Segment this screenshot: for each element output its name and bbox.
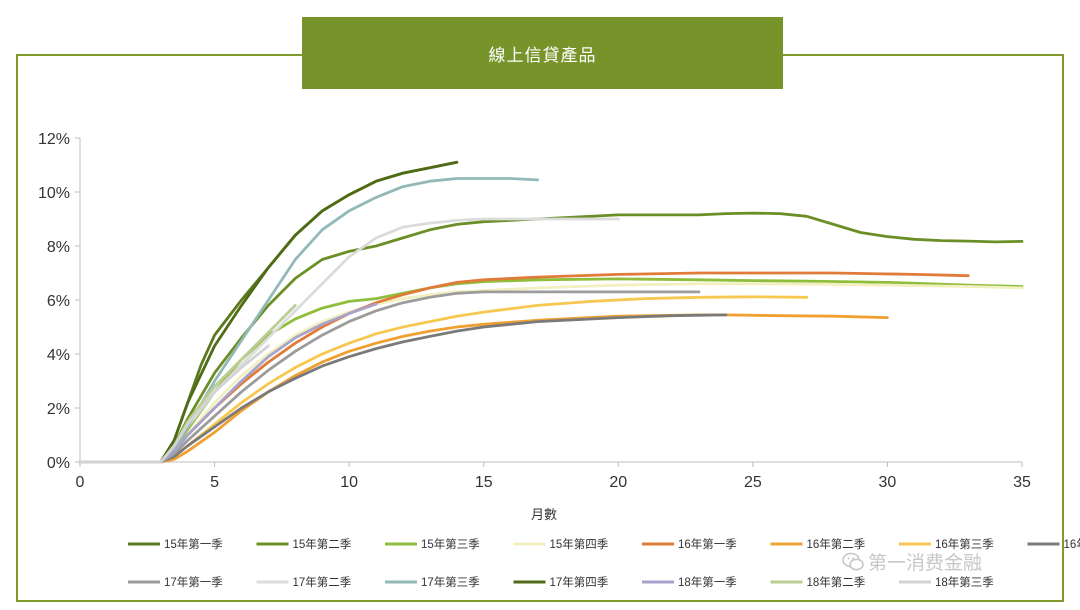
- y-tick-label: 6%: [47, 293, 70, 310]
- legend-item: 17年第四季: [513, 575, 609, 589]
- y-tick-label: 0%: [47, 455, 70, 472]
- y-tick-label: 4%: [47, 347, 70, 364]
- legend-label: 15年第二季: [293, 537, 352, 551]
- legend-item: 16年第一季: [642, 537, 737, 551]
- legend-label: 15年第一季: [164, 537, 223, 551]
- series-line: [78, 313, 889, 464]
- legend-label: 17年第四季: [550, 575, 609, 589]
- legend-label: 18年第二季: [807, 575, 866, 589]
- legend-item: 18年第一季: [642, 575, 737, 589]
- y-tick-label: 12%: [38, 131, 70, 148]
- x-tick-label: 30: [879, 474, 897, 491]
- legend-label: 18年第三季: [935, 575, 994, 589]
- legend-item: 15年第一季: [128, 537, 223, 551]
- series-line: [78, 217, 620, 464]
- legend-item: 17年第一季: [128, 575, 223, 589]
- y-tick-label: 2%: [47, 401, 70, 418]
- legend-label: 16年第四季: [1064, 537, 1080, 551]
- series-line: [78, 290, 701, 464]
- legend-item: 18年第三季: [899, 575, 994, 589]
- x-tick-label: 5: [210, 474, 219, 491]
- legend-label: 16年第二季: [807, 537, 866, 551]
- legend-label: 16年第一季: [678, 537, 737, 551]
- legend-item: 17年第二季: [256, 575, 352, 589]
- wechat-icon: [842, 552, 864, 570]
- legend-label: 16年第三季: [935, 537, 994, 551]
- y-tick-label: 10%: [38, 185, 70, 202]
- x-tick-label: 20: [609, 474, 627, 491]
- x-axis-label: 月數: [531, 507, 557, 522]
- watermark-text: 第一消费金融: [868, 552, 983, 574]
- chart-title: 線上信貸產品: [302, 17, 783, 89]
- axes: 0% 2% 4% 6% 8% 10% 12% 0 5 10 15 20 25 30 35: [38, 131, 1031, 491]
- series-line: [78, 304, 297, 464]
- series-line: [78, 295, 809, 464]
- series-line: [78, 160, 459, 464]
- legend: 15年第一季 15年第二季 15年第三季 15年第四季 16年第一季 16年第二季 16年第…: [128, 537, 1080, 589]
- series-line: [78, 177, 539, 464]
- y-tick-label: 8%: [47, 239, 70, 256]
- legend-item: 17年第三季: [385, 575, 480, 589]
- legend-label: 15年第四季: [550, 537, 609, 551]
- legend-label: 17年第三季: [421, 575, 480, 589]
- x-tick-label: 35: [1013, 474, 1031, 491]
- legend-item: 15年第三季: [385, 537, 480, 551]
- legend-item: 16年第二季: [770, 537, 866, 551]
- legend-item: 15年第二季: [256, 537, 352, 551]
- series-line: [78, 344, 270, 464]
- legend-item: 15年第四季: [513, 537, 609, 551]
- x-tick-label: 10: [340, 474, 358, 491]
- legend-item: 16年第三季: [899, 537, 994, 551]
- legend-label: 17年第二季: [293, 575, 352, 589]
- watermark: 第一消费金融: [842, 548, 982, 575]
- legend-label: 17年第一季: [164, 575, 223, 589]
- x-tick-label: 15: [475, 474, 493, 491]
- legend-item: 16年第四季: [1027, 537, 1080, 551]
- legend-item: 18年第二季: [770, 575, 866, 589]
- x-tick-label: 25: [744, 474, 762, 491]
- legend-label: 18年第一季: [678, 575, 737, 589]
- x-tick-label: 0: [76, 474, 85, 491]
- series-line: [78, 160, 459, 464]
- series-lines: [78, 160, 1024, 464]
- series-line: [78, 313, 728, 464]
- legend-label: 15年第三季: [421, 537, 480, 551]
